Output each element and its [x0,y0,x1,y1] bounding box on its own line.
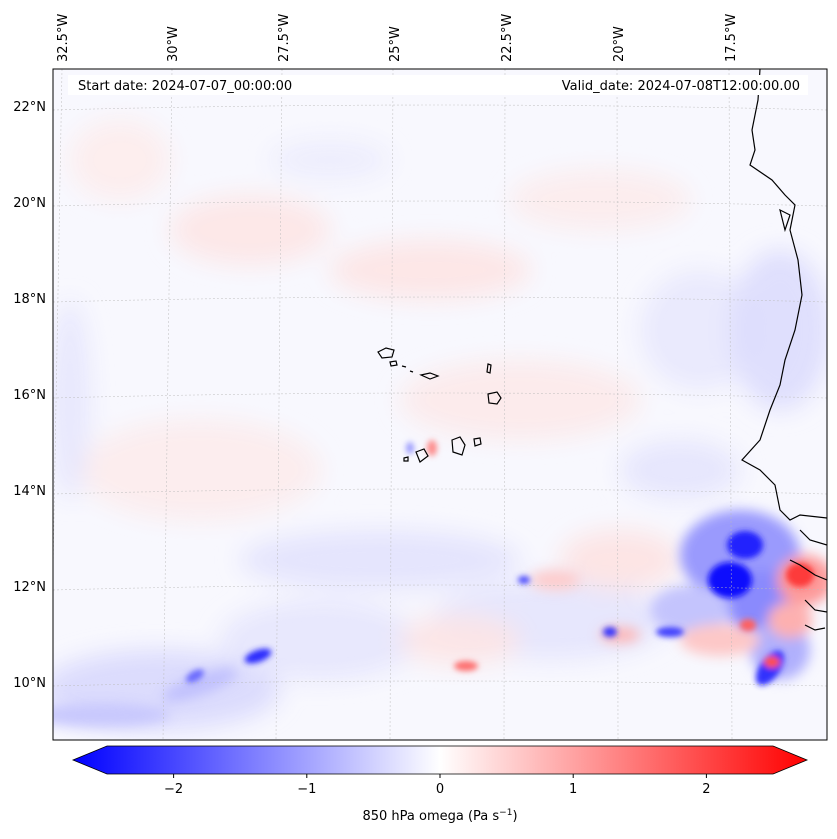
colorbar-label: 850 hPa omega (Pa s−1) [362,808,517,824]
start-date-label: Start date: 2024-07-07_00:00:00 [78,79,292,94]
lat-tick-label: 18°N [13,292,46,307]
coastlines [741,69,827,631]
lon-tick-label: 22.5°W [500,14,515,62]
colorbar-gradient [71,745,809,775]
lat-tick-label: 20°N [13,196,46,211]
lat-tick-labels: 22°N 20°N 18°N 16°N 14°N 12°N 10°N [13,100,46,691]
lat-tick-label: 14°N [13,484,46,499]
map-frame [52,68,828,741]
colorbar-tick-label: −1 [297,782,316,797]
valid-date-label: Valid_date: 2024-07-08T12:00:00.00 [562,79,800,94]
lon-tick-label: 30°W [166,26,181,62]
lon-tick-label: 17.5°W [724,14,739,62]
lat-tick-label: 22°N [13,100,46,115]
lat-tick-label: 10°N [13,676,46,691]
colorbar-ticks: −2 −1 0 1 2 [164,774,711,797]
colorbar-tick-label: 0 [436,782,444,797]
colorbar-tick-label: −2 [164,782,183,797]
lat-tick-label: 12°N [13,580,46,595]
annotation-band [68,75,808,95]
lat-tick-label: 16°N [13,388,46,403]
lon-tick-label: 32.5°W [56,14,71,62]
lon-tick-label: 20°W [612,26,627,62]
colorbar-tick-label: 2 [702,782,710,797]
cape-verde-islands [377,347,502,463]
lon-tick-labels: 32.5°W 30°W 27.5°W 25°W 22.5°W 20°W 17.5… [56,14,739,62]
lon-tick-label: 25°W [388,26,403,62]
lon-tick-label: 27.5°W [277,14,292,62]
colorbar-tick-label: 1 [569,782,577,797]
african-coastline [741,69,827,521]
colorbar: −2 −1 0 1 2 850 hPa omega (Pa s−1) [71,745,809,824]
map-plot-area: Start date: 2024-07-07_00:00:00 Valid_da… [53,69,827,740]
